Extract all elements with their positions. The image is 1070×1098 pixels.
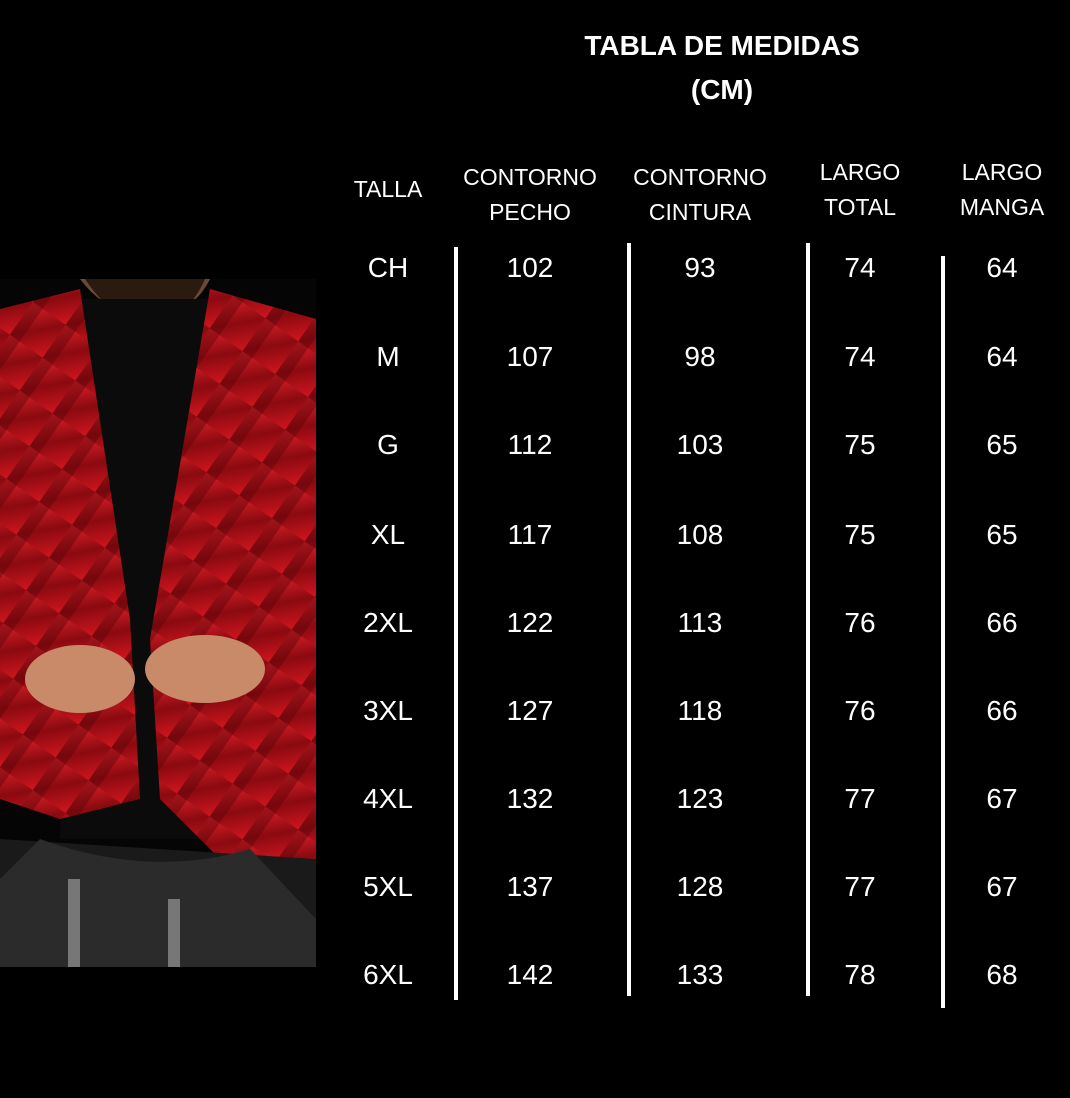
- measurement-value: 66: [986, 695, 1018, 726]
- chart-unit: (CM): [690, 74, 754, 105]
- column-divider: [941, 256, 945, 1008]
- size-label: 4XL: [363, 783, 413, 814]
- measurement-value: 64: [986, 252, 1018, 283]
- measurement-value: 76: [844, 695, 876, 726]
- measurement-value: 98: [684, 341, 716, 372]
- measurement-value: 133: [676, 959, 724, 990]
- column-divider: [806, 243, 810, 996]
- column-header: CONTORNO PECHO: [445, 160, 615, 230]
- measurement-value: 128: [676, 871, 724, 902]
- column-header: LARGO MANGA: [917, 155, 1070, 225]
- column-header-line: LARGO: [819, 159, 901, 185]
- size-label: 6XL: [363, 959, 413, 990]
- measurement-value: 123: [676, 783, 724, 814]
- column-divider: [454, 247, 458, 1000]
- column-header-line: CINTURA: [648, 199, 752, 225]
- measurement-value: 117: [507, 519, 553, 550]
- column-header: TALLA: [303, 172, 473, 207]
- size-label: XL: [370, 519, 406, 550]
- measurement-value: 137: [506, 871, 554, 902]
- column-header: CONTORNO CINTURA: [615, 160, 785, 230]
- measurement-value: 75: [844, 429, 876, 460]
- measurement-value: 102: [506, 252, 554, 283]
- measurement-value: 65: [986, 519, 1018, 550]
- size-label: G: [377, 429, 399, 460]
- column-header-line: LARGO: [961, 159, 1043, 185]
- measurement-value: 68: [986, 959, 1018, 990]
- measurement-value: 103: [676, 429, 724, 460]
- measurement-value: 64: [986, 341, 1018, 372]
- measurement-value: 76: [844, 607, 876, 638]
- measurement-value: 122: [506, 607, 554, 638]
- measurement-value: 66: [986, 607, 1018, 638]
- measurement-value: 77: [844, 783, 876, 814]
- measurement-value: 74: [844, 341, 876, 372]
- measurement-value: 77: [844, 871, 876, 902]
- measurement-value: 127: [506, 695, 554, 726]
- column-header-line: CONTORNO: [463, 164, 597, 190]
- column-divider: [627, 243, 631, 996]
- chart-title: TABLA DE MEDIDAS: [584, 30, 860, 61]
- column-header: LARGO TOTAL: [775, 155, 945, 225]
- measurement-value: 118: [677, 695, 723, 726]
- measurement-value: 108: [676, 519, 724, 550]
- measurement-value: 132: [506, 783, 554, 814]
- size-label: 5XL: [363, 871, 413, 902]
- measurement-value: 78: [844, 959, 876, 990]
- measurement-value: 65: [986, 429, 1018, 460]
- column-header-line: MANGA: [959, 194, 1045, 220]
- measurement-value: 74: [844, 252, 876, 283]
- size-label: 2XL: [363, 607, 413, 638]
- column-header-line: CONTORNO: [633, 164, 767, 190]
- measurement-value: 107: [506, 341, 554, 372]
- column-header-line: PECHO: [489, 199, 571, 225]
- measurement-value: 93: [684, 252, 716, 283]
- measurement-value: 142: [506, 959, 554, 990]
- size-label: M: [376, 341, 400, 372]
- product-photo-red-blazer: [0, 279, 316, 967]
- measurement-value: 113: [677, 607, 723, 638]
- measurement-value: 67: [986, 871, 1018, 902]
- size-label: 3XL: [363, 695, 413, 726]
- measurement-value: 67: [986, 783, 1018, 814]
- column-header-line: TALLA: [353, 176, 423, 202]
- measurement-value: 112: [507, 429, 553, 460]
- size-label: CH: [367, 252, 409, 283]
- measurement-value: 75: [844, 519, 876, 550]
- column-header-line: TOTAL: [824, 194, 896, 220]
